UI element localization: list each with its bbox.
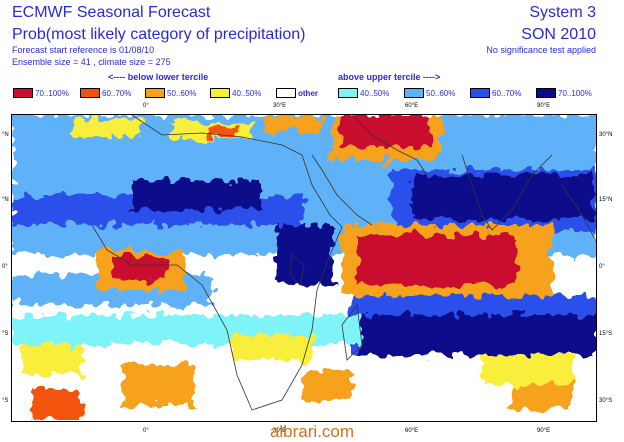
lat-tick-right: 15°S xyxy=(599,331,613,337)
field-region xyxy=(357,235,517,285)
lon-tick-top: 30°E xyxy=(273,103,287,109)
field-region xyxy=(22,345,82,375)
lon-tick-top: 0° xyxy=(143,103,149,109)
lake-victoria xyxy=(289,254,305,286)
forecast-reference: Forecast start reference is 01/08/10 xyxy=(12,45,155,55)
legend-above-50-60: 50..60% xyxy=(404,87,455,99)
lat-tick-left: °S xyxy=(2,331,9,337)
legend-below-60-70: 60..70% xyxy=(80,87,131,99)
field-region xyxy=(122,365,192,405)
legend-swatch xyxy=(470,88,490,98)
lon-tick-top: 90°E xyxy=(537,103,551,109)
southeast-asia-coast xyxy=(561,184,596,243)
lon-tick-bottom: 90°E xyxy=(537,428,551,434)
lon-tick-bottom: 30°E xyxy=(273,428,287,434)
field-region xyxy=(277,225,332,285)
india-coast xyxy=(461,154,553,231)
lat-tick-left: °N xyxy=(2,197,9,203)
field-region xyxy=(342,115,432,147)
lat-tick-right: 30°S xyxy=(599,398,613,404)
lat-tick-left: °S xyxy=(2,398,9,404)
legend-above-60-70: 60..70% xyxy=(470,87,521,99)
field-region xyxy=(482,355,572,385)
legend-label: 60..70% xyxy=(102,88,132,98)
africa-coast xyxy=(91,115,343,411)
legend-above-40-50: 40..50% xyxy=(338,87,389,99)
legend-swatch xyxy=(13,88,33,98)
legend-label: 40..50% xyxy=(360,88,390,98)
watermark: albrari.com xyxy=(269,422,355,441)
legend-swatch xyxy=(210,88,230,98)
lat-tick-left: °N xyxy=(2,132,9,138)
legend-below-50-60: 50..60% xyxy=(145,87,196,99)
legend-above-70-100: 70..100% xyxy=(536,87,592,99)
lat-tick-right: 15°N xyxy=(599,197,613,203)
field-region xyxy=(412,175,592,220)
lat-tick-right: 30°N xyxy=(599,132,613,138)
field-region xyxy=(32,390,82,420)
field-region xyxy=(512,385,572,410)
lon-tick-bottom: 60°E xyxy=(405,428,419,434)
field-region xyxy=(302,370,352,400)
lat-tick-right: 0° xyxy=(599,264,605,270)
legend-label: 50..60% xyxy=(426,88,456,98)
arabia-coast xyxy=(351,115,428,176)
map-title: ECMWF Seasonal Forecast xyxy=(12,4,211,21)
field-region xyxy=(72,119,142,137)
legend-swatch-other xyxy=(276,88,296,98)
field-region xyxy=(132,180,262,210)
field-region xyxy=(362,315,596,355)
legend-label: 70..100% xyxy=(35,88,69,98)
legend-label: 60..70% xyxy=(492,88,522,98)
legend-swatch xyxy=(80,88,100,98)
probability-field xyxy=(12,115,596,420)
legend-below-70-100: 70..100% xyxy=(13,87,69,99)
map-subtitle: Prob(most likely category of precipitati… xyxy=(12,26,306,43)
field-region xyxy=(262,117,322,131)
legend-other: other xyxy=(276,87,318,99)
lat-tick-left: 0° xyxy=(2,264,8,270)
season-label: SON 2010 xyxy=(521,26,596,43)
legend-other-label: other xyxy=(298,88,318,98)
below-tercile-label: <---- below lower tercile xyxy=(108,72,209,82)
legend-label: 70..100% xyxy=(558,88,592,98)
ensemble-size: Ensemble size = 41 , climate size = 275 xyxy=(12,57,171,67)
red-sea-coast xyxy=(311,154,373,226)
legend-swatch xyxy=(536,88,556,98)
legend-swatch xyxy=(338,88,358,98)
coastlines xyxy=(91,115,596,411)
legend-label: 50..60% xyxy=(167,88,197,98)
field-region xyxy=(207,127,237,137)
map-canvas xyxy=(12,115,596,421)
legend-label: 40..50% xyxy=(232,88,262,98)
field-region xyxy=(112,255,167,280)
lon-tick-top: 60°E xyxy=(405,103,419,109)
madagascar-coast xyxy=(341,303,363,361)
significance-note: No significance test applied xyxy=(486,45,596,55)
precipitation-map xyxy=(11,114,597,422)
system-label: System 3 xyxy=(529,4,596,21)
field-region xyxy=(232,335,312,360)
above-tercile-label: above upper tercile ----> xyxy=(338,72,441,82)
legend-swatch xyxy=(404,88,424,98)
legend-swatch xyxy=(145,88,165,98)
legend-below-40-50: 40..50% xyxy=(210,87,261,99)
lon-tick-bottom: 0° xyxy=(143,428,149,434)
